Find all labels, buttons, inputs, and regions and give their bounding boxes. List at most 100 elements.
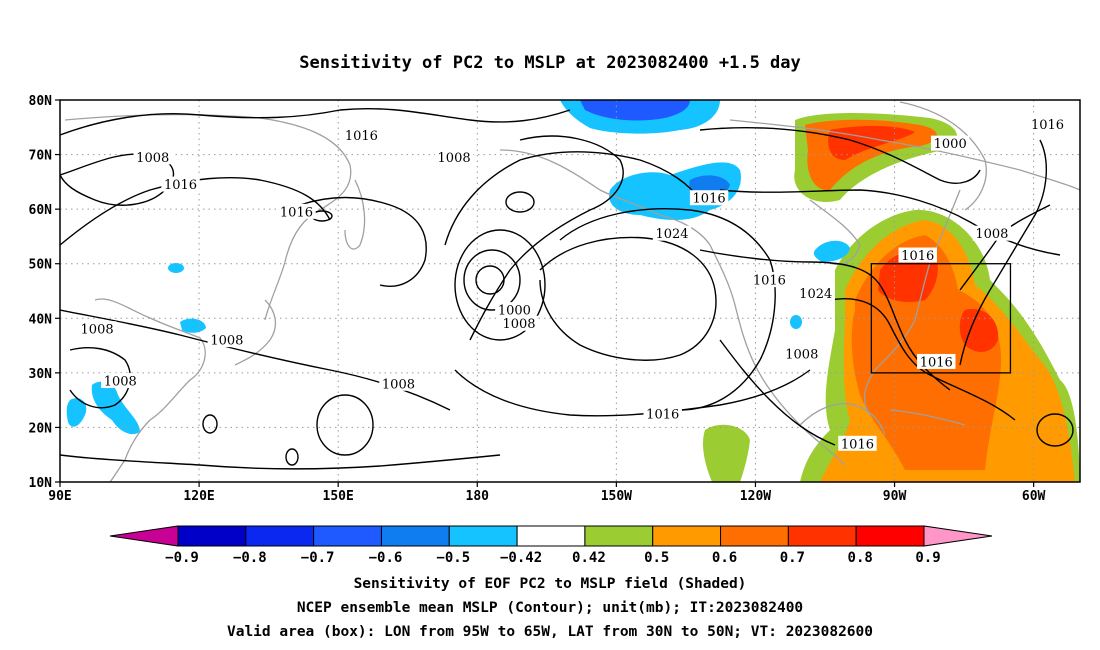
coastline-greenland: [899, 101, 987, 211]
contour-1024-pacific-high-2: [539, 236, 717, 361]
contour-label: 1016: [1031, 118, 1064, 133]
contour-label: 1008: [438, 151, 471, 166]
map-title: Sensitivity of PC2 to MSLP at 2023082400…: [299, 53, 801, 73]
valid-area-box: [870, 263, 1012, 374]
colorbar-tick-label: 0.7: [780, 550, 805, 566]
negative-shading-asia-2: [66, 398, 87, 427]
contour-small-low-2: [285, 448, 299, 466]
colorbar-segment: [380, 525, 450, 547]
colorbar-tick-label: −0.42: [500, 550, 542, 566]
lon-tick-label: 150W: [601, 489, 632, 504]
lat-tick-label: 30N: [29, 367, 53, 382]
contour-label: 1016: [164, 178, 197, 193]
contour-label: 1008: [785, 347, 818, 362]
contour-label: 1008: [975, 227, 1008, 242]
contour-label-bg: [133, 149, 172, 165]
contour-label-bg: [930, 135, 970, 151]
contour-label-bg: [342, 127, 381, 143]
contour-label-bg: [77, 321, 117, 337]
contour-label-bg: [782, 345, 822, 361]
lat-tick-label: 70N: [29, 149, 53, 164]
colorbar-segment: [584, 525, 654, 547]
contour-label-bg: [917, 353, 956, 369]
negative-shading-asia-3: [180, 318, 206, 333]
contour-1016-east-canada: [959, 139, 1048, 366]
positive-shading-atlantic-core: [959, 309, 999, 352]
contour-small-low-1: [202, 414, 218, 434]
contour-1016-canada: [699, 249, 951, 391]
contour-label: 1024: [655, 227, 688, 242]
plot-content: 1016 1016 1008 1008 1000 1016 1016 1016 1024 1008…: [60, 100, 1080, 482]
contour-992-aleutian-center: [475, 265, 505, 295]
contour-1016-subtropics: [60, 454, 501, 470]
contour-1016-east-us: [829, 298, 1016, 421]
contour-label-bg: [499, 315, 539, 331]
contour-label-bg: [652, 225, 692, 241]
colorbar-tick-label: 0.5: [644, 550, 669, 566]
contour-label: 1016: [841, 437, 874, 452]
contour-label: 1008: [104, 375, 137, 390]
contour-label: 1016: [753, 274, 786, 289]
footer-line-1: Sensitivity of EOF PC2 to MSLP field (Sh…: [354, 576, 747, 592]
colorbar-low-extend: [109, 525, 179, 547]
contour-label-bg: [898, 247, 937, 263]
negative-shading-pacific-1: [790, 315, 802, 329]
lon-tick-label: 150E: [323, 489, 354, 504]
negative-shading-hudson: [813, 240, 850, 262]
contour-label: 1016: [693, 192, 726, 207]
contour-1008-west-pacific-lobe: [316, 394, 374, 456]
contour-label-bg: [495, 302, 534, 318]
contour-label-bg: [972, 225, 1012, 241]
contour-labels: 1016 1016 1008 1008 1000 1016 1016 1016 1024 1008…: [77, 116, 1067, 452]
colorbar-tick-label: −0.8: [233, 550, 267, 566]
contour-label: 1008: [382, 377, 415, 392]
coastline-gulf-of-mexico: [799, 403, 886, 436]
contour-label: 1000: [934, 137, 967, 152]
colorbar: −0.9 −0.8 −0.7 −0.6 −0.5 −0.42 0.42 0.5 0.6 0.7 0.…: [109, 525, 993, 566]
colorbar-segment: [787, 525, 857, 547]
colorbar-segment: [313, 525, 382, 547]
negative-shading-asia-1: [91, 381, 140, 435]
contour-bering-low: [505, 191, 535, 213]
contour-label-bg: [796, 285, 835, 301]
colorbar-segment: [516, 525, 586, 547]
lat-tick-label: 10N: [29, 476, 53, 491]
lon-tick-label: 60W: [1022, 489, 1046, 504]
contour-1016-aleutian-outer: [444, 151, 701, 246]
lon-tick-label: 120E: [183, 489, 214, 504]
lat-tick-label: 80N: [29, 94, 53, 109]
contour-label: 1016: [646, 407, 679, 422]
contour-1008-aleutian-low-outer: [469, 135, 624, 341]
contour-1024-atlantic-high: [1036, 413, 1074, 447]
contour-label-bg: [161, 176, 200, 192]
colorbar-segment: [448, 525, 518, 547]
colorbar-tick-label: 0.6: [712, 550, 737, 566]
colorbar-tick-label: −0.6: [369, 550, 403, 566]
colorbar-tick-label: −0.5: [436, 550, 470, 566]
contour-1016-pacific-high-outer: [454, 369, 811, 417]
contour-label: 1016: [901, 249, 934, 264]
colorbar-tick-label: 0.8: [848, 550, 873, 566]
coastline-alaska: [499, 149, 711, 246]
colorbar-segment: [855, 525, 925, 547]
colorbar-segment: [245, 525, 315, 547]
lon-tick-label: 90W: [883, 489, 907, 504]
plot-frame: [59, 99, 1081, 483]
coastline-canada-arctic: [729, 119, 1080, 191]
colorbar-segment: [177, 525, 247, 547]
colorbar-tick-label: −0.7: [301, 550, 335, 566]
contour-label: 1008: [502, 317, 535, 332]
colorbar-tick-label: −0.9: [165, 550, 199, 566]
colorbar-high-extend: [923, 525, 993, 547]
coastline-japan: [234, 299, 277, 366]
lat-tick-label: 20N: [29, 421, 53, 436]
lon-tick-label: 180: [466, 489, 490, 504]
lat-tick-label: 60N: [29, 203, 53, 218]
contour-1000-arctic: [699, 126, 981, 184]
contour-label: 1008: [136, 151, 169, 166]
negative-shading-arctic-core: [580, 100, 690, 121]
contour-label-bg: [277, 203, 316, 219]
contour-1008-aleutian-low: [454, 229, 546, 341]
map-axes: 90E 120E 150E 180 150W 120W 90W 60W 80N 70N 60N 50N…: [29, 94, 1046, 504]
